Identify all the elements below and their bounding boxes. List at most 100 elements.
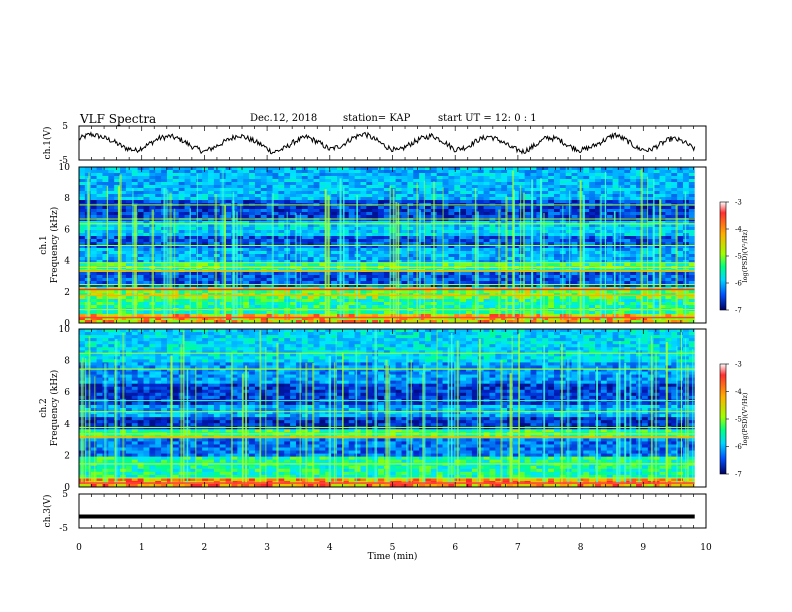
spectrogram-cell <box>641 254 649 258</box>
spectrogram-cell <box>553 221 561 225</box>
spectrogram-cell <box>618 257 625 261</box>
spectrogram-cell <box>178 272 185 276</box>
spectrogram-cell <box>419 233 426 237</box>
spectrogram-cell <box>671 173 678 177</box>
spectrogram-cell <box>395 173 402 177</box>
spectrogram-cell <box>301 263 309 267</box>
spectrogram-cell <box>225 218 232 222</box>
spectrogram-cell <box>442 185 449 189</box>
spectrogram-cell <box>653 242 660 246</box>
spectrogram-cell <box>589 263 596 267</box>
spectrogram-cell <box>424 257 432 261</box>
spectrogram-cell <box>583 176 590 180</box>
spectrogram-cell <box>624 242 631 246</box>
spectrogram-cell <box>659 209 666 213</box>
spectrogram-cell <box>536 260 543 264</box>
spectrogram-cell <box>366 188 373 192</box>
spectrogram-cell <box>102 230 109 234</box>
spectrogram-cell <box>137 200 144 204</box>
spectrogram-cell <box>278 260 285 264</box>
spectrogram-cell <box>542 272 549 276</box>
ch1-ylabel: ch.1(V) <box>42 127 53 160</box>
spectrogram-cell <box>565 215 572 219</box>
spectrogram-cell <box>606 170 614 174</box>
spectrogram-cell <box>290 194 297 198</box>
spectrogram-cell <box>477 281 485 285</box>
spectrogram-cell <box>383 185 391 189</box>
spectrogram-cell <box>190 275 197 279</box>
spectrogram-cell <box>571 257 578 261</box>
spectrogram-cell <box>143 248 150 252</box>
spectrogram-cell <box>595 179 602 183</box>
spectrogram-cell <box>589 194 596 198</box>
spectrogram-cell <box>295 176 303 180</box>
spectrogram-cell <box>495 179 502 183</box>
spectrogram-cell <box>372 305 379 309</box>
spectrogram-cell <box>213 188 221 192</box>
spectrogram-cell <box>606 233 614 237</box>
spectrogram-cell <box>483 221 490 225</box>
spectrogram-cell <box>565 197 572 201</box>
spectrogram-cell <box>612 230 619 234</box>
spectrogram-cell <box>483 299 490 303</box>
spectrogram-cell <box>612 167 619 171</box>
spectrogram-cell <box>460 242 467 246</box>
spectrogram-cell <box>571 260 578 264</box>
spectrogram-cell <box>512 284 520 288</box>
spectrogram-cell <box>600 221 608 225</box>
spectrogram-cell <box>331 224 338 228</box>
spectrogram-cell <box>383 281 391 285</box>
spectrogram-cell <box>79 278 86 282</box>
spectrogram-cell <box>331 248 338 252</box>
spectrogram-cell <box>460 215 467 219</box>
spectrogram-cell <box>401 299 408 303</box>
spectrogram-cell <box>688 299 696 303</box>
spectrogram-cell <box>424 251 432 255</box>
spectrogram-cell <box>436 251 443 255</box>
spectrogram-cell <box>79 218 86 222</box>
spectrogram-cell <box>172 194 180 198</box>
spectrogram-cell <box>424 176 432 180</box>
spectrogram-cell <box>612 239 619 243</box>
spectrogram-cell <box>489 179 496 183</box>
spectrogram-cell <box>208 242 215 246</box>
spectrogram-cell <box>249 191 256 195</box>
spectrogram-cell <box>108 215 115 219</box>
spectrogram-cell <box>518 173 526 177</box>
spectrogram-cell <box>120 260 127 264</box>
spectrogram-cell <box>542 176 549 180</box>
spectrogram-cell <box>243 230 250 234</box>
spectrogram-cell <box>630 197 637 201</box>
spectrogram-cell <box>172 221 180 225</box>
spectrogram-cell <box>419 179 426 183</box>
spectrogram-cell <box>536 245 543 249</box>
spectrogram-cell <box>653 221 660 225</box>
spectrogram-cell <box>624 281 631 285</box>
spectrogram-cell <box>266 254 273 258</box>
spectrogram-cell <box>202 233 209 237</box>
spectrogram-cell <box>630 221 637 225</box>
spectrogram-cell <box>448 182 455 186</box>
spectrogram-cell <box>178 251 185 255</box>
spectrogram-cell <box>178 179 185 183</box>
spectrogram-cell <box>260 299 268 303</box>
spectrogram-cell <box>79 209 86 213</box>
spectrogram-cell <box>618 296 625 300</box>
spectrogram-cell <box>659 173 666 177</box>
spectrogram-cell <box>565 233 572 237</box>
spectrogram-cell <box>383 206 391 210</box>
spectrogram-cell <box>96 248 103 252</box>
spectrogram-cell <box>108 263 115 267</box>
spectrogram-cell <box>90 167 97 171</box>
spectrogram-cell <box>172 245 180 249</box>
spectrogram-cell <box>401 251 408 255</box>
spectrogram-cell <box>641 239 649 243</box>
spectrogram-cell <box>671 176 678 180</box>
spectrogram-cell <box>366 248 373 252</box>
spectrogram-cell <box>653 263 660 267</box>
spectrogram-cell <box>108 275 115 279</box>
spectrogram-cell <box>612 194 619 198</box>
spectrogram-cell <box>260 215 268 219</box>
spectrogram-cell <box>202 251 209 255</box>
spectrogram-cell <box>178 275 185 279</box>
